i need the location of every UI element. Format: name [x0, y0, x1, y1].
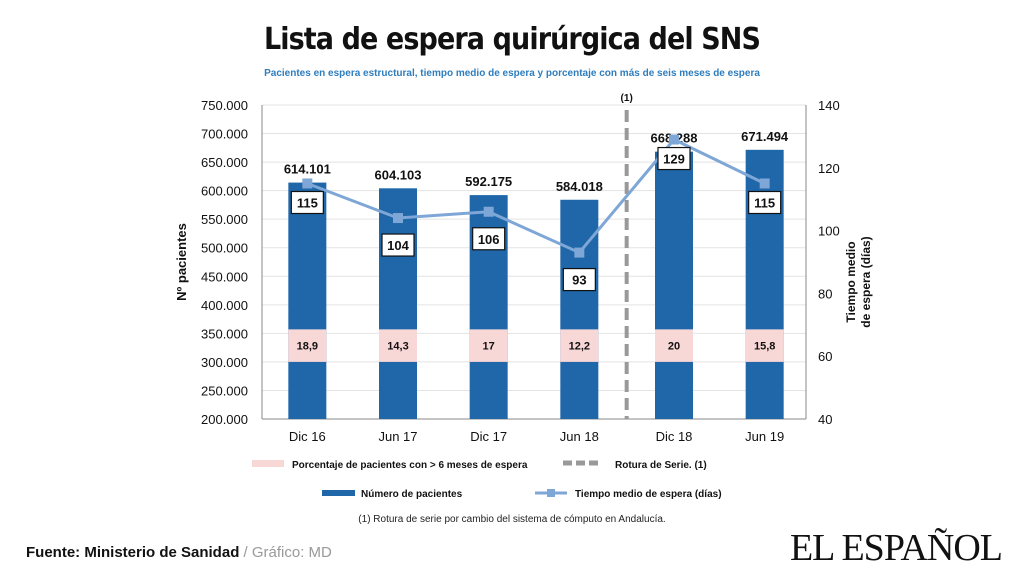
line-value-label: 115 — [297, 196, 318, 211]
y-right-axis-title: Tiempo medio — [844, 241, 858, 322]
line-marker — [483, 206, 494, 217]
y-right-tick-label: 120 — [818, 161, 840, 176]
percentage-label: 14,3 — [387, 341, 408, 353]
y-tick-label: 200.000 — [201, 412, 248, 427]
line-marker — [759, 178, 770, 189]
x-tick-label: Dic 17 — [470, 429, 507, 444]
percentage-box — [745, 329, 784, 362]
bar-value-label: 604.103 — [375, 167, 422, 182]
y-tick-label: 550.000 — [201, 212, 248, 227]
series-break-label: (1) — [621, 93, 633, 104]
bar-value-label: 592.175 — [465, 174, 512, 189]
line-value-box — [381, 233, 415, 257]
source-label: Fuente: Ministerio de Sanidad — [26, 544, 240, 561]
y-tick-label: 500.000 — [201, 241, 248, 256]
source-line: Fuente: Ministerio de Sanidad / Gráfico:… — [26, 544, 332, 561]
legend-label-line: Tiempo medio de espera (días) — [575, 489, 722, 500]
percentage-box — [560, 329, 599, 362]
x-tick-label: Jun 18 — [560, 429, 599, 444]
y-tick-label: 600.000 — [201, 184, 248, 199]
legend-label-percentage: Porcentaje de pacientes con > 6 meses de… — [292, 460, 528, 471]
line-value-label: 104 — [387, 238, 409, 253]
y-tick-label: 300.000 — [201, 355, 248, 370]
line-marker — [302, 178, 313, 189]
percentage-label: 15,8 — [754, 341, 775, 353]
percentage-label: 18,9 — [297, 341, 318, 353]
y-tick-label: 250.000 — [201, 383, 248, 398]
bar — [745, 149, 784, 419]
line-value-box — [290, 190, 324, 215]
line-value-label: 115 — [754, 196, 775, 211]
y-right-tick-label: 40 — [818, 412, 832, 427]
source-separator: / — [239, 544, 252, 561]
bar-value-label: 584.018 — [556, 179, 603, 194]
y-tick-label: 350.000 — [201, 326, 248, 341]
percentage-box — [288, 329, 327, 362]
y-right-axis-title: de espera (días) — [859, 236, 873, 327]
legend-marker-line — [547, 489, 555, 497]
line-value-label: 129 — [663, 152, 685, 167]
source-credit: Gráfico: MD — [251, 544, 332, 561]
y-tick-label: 750.000 — [201, 98, 248, 113]
bar — [655, 151, 693, 419]
bar — [379, 188, 417, 419]
bar — [560, 199, 599, 419]
legend-swatch-bars — [322, 490, 355, 496]
y-tick-label: 450.000 — [201, 269, 248, 284]
line-series — [306, 137, 766, 255]
line-value-label: 93 — [572, 273, 586, 288]
y-tick-label: 650.000 — [201, 155, 248, 170]
y-tick-label: 700.000 — [201, 127, 248, 142]
line-marker — [574, 247, 585, 258]
line-value-box — [562, 267, 596, 292]
percentage-label: 12,2 — [569, 341, 590, 353]
legend-label-series-break: Rotura de Serie. (1) — [615, 460, 707, 471]
bar-value-label: 614.101 — [284, 162, 331, 177]
y-right-tick-label: 60 — [818, 349, 832, 364]
bar-value-label: 671.494 — [741, 129, 789, 144]
x-tick-label: Jun 19 — [745, 429, 784, 444]
legend-swatch-percentage — [252, 460, 284, 467]
line-value-label: 106 — [478, 232, 500, 247]
bar — [288, 182, 327, 419]
percentage-box — [655, 329, 693, 362]
y-axis-title: Nº pacientes — [174, 223, 189, 301]
y-right-tick-label: 80 — [818, 286, 832, 301]
line-value-box — [472, 227, 506, 251]
y-right-tick-label: 100 — [818, 224, 840, 239]
percentage-label: 17 — [483, 341, 495, 353]
x-tick-label: Dic 16 — [289, 429, 326, 444]
line-value-box — [748, 190, 782, 215]
y-right-tick-label: 140 — [818, 98, 840, 113]
legend-label-bars: Número de pacientes — [361, 489, 463, 500]
footnote: (1) Rotura de serie por cambio del siste… — [358, 514, 665, 525]
line-marker — [669, 134, 679, 145]
page-title: Lista de espera quirúrgica del SNS — [263, 22, 761, 57]
y-tick-label: 400.000 — [201, 298, 248, 313]
x-tick-label: Jun 17 — [378, 429, 417, 444]
percentage-label: 20 — [668, 341, 680, 353]
line-marker — [393, 213, 403, 224]
chart-subtitle: Pacientes en espera estructural, tiempo … — [264, 68, 760, 79]
line-value-box — [657, 146, 691, 171]
percentage-box — [379, 329, 417, 362]
x-tick-label: Dic 18 — [656, 429, 693, 444]
percentage-box — [469, 329, 508, 362]
logo: EL ESPAÑOL — [789, 527, 1003, 569]
